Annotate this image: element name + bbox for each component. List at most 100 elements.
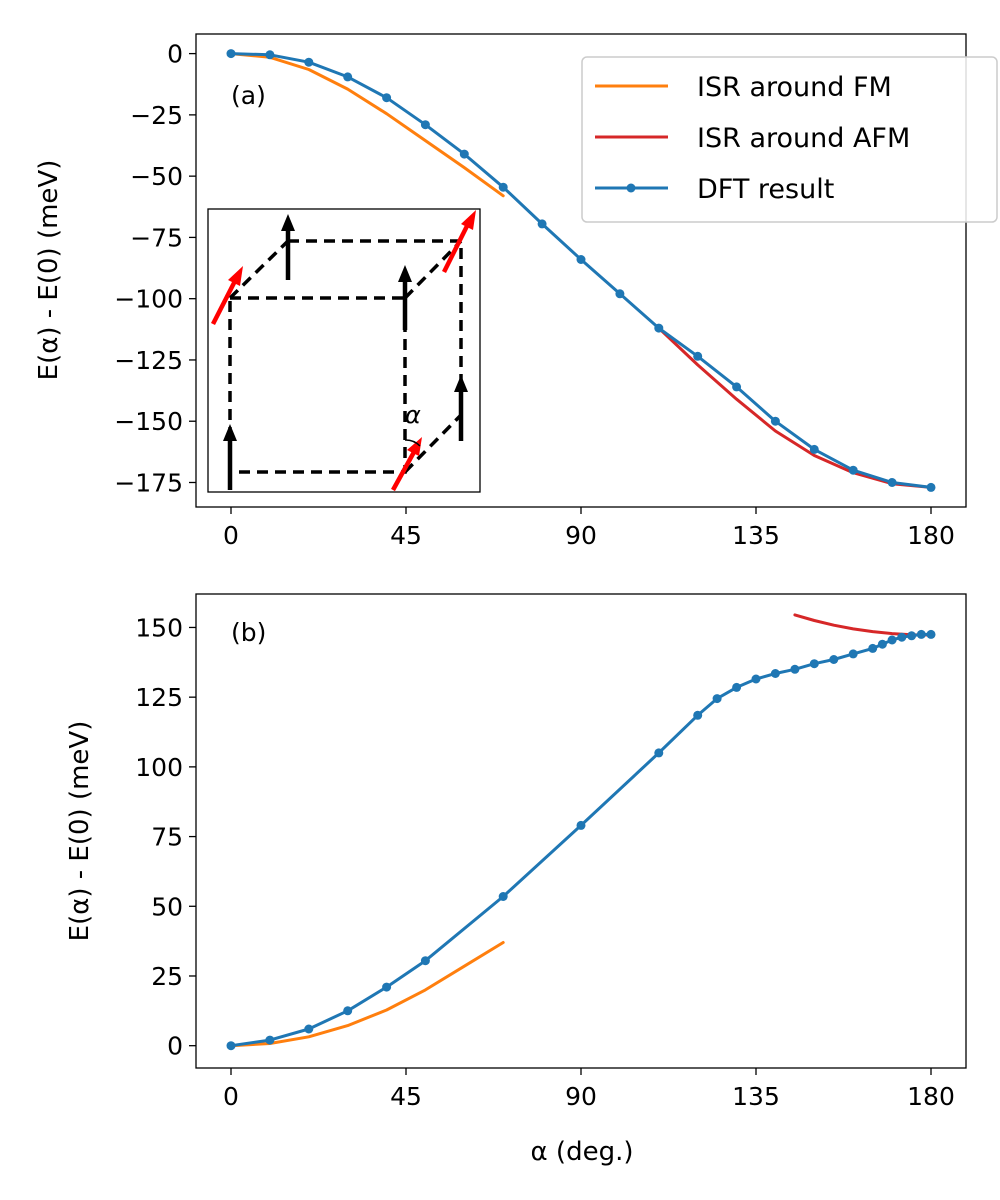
- data-point-dft-result: [537, 219, 547, 229]
- legend-label-isr-fm: ISR around FM: [697, 72, 892, 103]
- data-point-dft-result: [498, 892, 508, 901]
- tilted-spin-arrow: [210, 266, 243, 326]
- x-tick-label: 90: [565, 521, 597, 550]
- x-tick-label: 135: [732, 521, 780, 550]
- spin-up-arrow: [454, 375, 468, 441]
- x-tick-label: 0: [223, 1082, 239, 1111]
- y-tick-label: −125: [114, 346, 183, 375]
- legend-entry-isr-fm: ISR around FM: [595, 72, 892, 103]
- y-tick-label: 25: [151, 962, 183, 991]
- y-tick-label: −100: [114, 285, 183, 314]
- data-point-dft-result: [304, 1024, 314, 1034]
- data-point-dft-result: [732, 382, 742, 392]
- data-point-dft-result: [926, 482, 936, 492]
- x-tick-label: 180: [907, 521, 955, 550]
- y-tick-label: 0: [167, 1032, 183, 1061]
- panel-a-y-axis: 0 −25 −50 −75 −100 −125 −150 −175: [114, 40, 196, 497]
- data-point-dft-result: [770, 416, 780, 426]
- x-tick-label: 135: [732, 1082, 780, 1111]
- panel-a-tag: (a): [231, 81, 266, 110]
- data-point-dft-result: [498, 182, 508, 192]
- data-point-dft-result: [751, 674, 761, 684]
- data-point-dft-result: [343, 1006, 353, 1016]
- panel-b-frame: [195, 593, 967, 1069]
- data-point-dft-result: [226, 1041, 236, 1051]
- data-point-dft-result: [907, 631, 917, 641]
- legend-entry-isr-afm: ISR around AFM: [595, 123, 910, 154]
- data-point-dft-result: [693, 351, 703, 361]
- data-point-dft-result: [848, 465, 858, 475]
- data-point-dft-result: [265, 50, 275, 60]
- y-tick-label: 100: [135, 753, 183, 782]
- data-point-dft-result: [654, 748, 664, 758]
- data-point-dft-result: [459, 149, 469, 159]
- panel-b-x-axis-label: α (deg.): [531, 1137, 634, 1167]
- legend-label-isr-afm: ISR around AFM: [697, 123, 910, 154]
- y-tick-label: −175: [114, 468, 183, 497]
- data-point-dft-result: [576, 820, 586, 830]
- tilted-spin-arrow: [391, 437, 422, 492]
- panel-a-series: [226, 49, 936, 492]
- x-tick-label: 45: [390, 1082, 422, 1111]
- y-tick-label: 75: [151, 823, 183, 852]
- spin-up-arrow: [281, 214, 295, 280]
- data-point-dft-result: [916, 629, 926, 639]
- data-point-dft-result: [868, 643, 878, 653]
- y-tick-label: 50: [151, 892, 183, 921]
- x-tick-label: 0: [223, 521, 239, 550]
- data-point-dft-result: [304, 57, 314, 67]
- panel-b-y-axis-label: E(α) - E(0) (meV): [65, 721, 95, 942]
- panel-a-frame: [195, 33, 967, 508]
- data-point-dft-result: [848, 649, 858, 659]
- panel-b-x-axis: 0 45 90 135 180: [223, 1068, 955, 1111]
- panel-a: 0 −25 −50 −75 −100 −125 −150 −175 0 45 90 135 180 (…: [34, 33, 998, 550]
- data-point-dft-result: [420, 956, 430, 966]
- data-point-dft-result: [654, 323, 664, 333]
- panel-b-y-axis: 0 25 50 75 100 125 150: [135, 613, 196, 1061]
- data-point-dft-result: [887, 635, 897, 645]
- panel-a-y-axis-label: E(α) - E(0) (meV): [34, 160, 64, 381]
- spin-up-arrow: [398, 265, 412, 330]
- inset-edges: [228, 239, 463, 474]
- series-line-isr-around-fm: [229, 941, 505, 1048]
- inset-background: [207, 208, 481, 493]
- angle-arc: [404, 439, 421, 447]
- legend-entry-dft: DFT result: [595, 174, 834, 205]
- panel-a-x-axis: 0 45 90 135 180: [223, 507, 955, 550]
- x-tick-label: 90: [565, 1082, 597, 1111]
- spin-up-arrow: [223, 424, 237, 490]
- data-point-dft-result: [829, 655, 839, 664]
- y-tick-label: 0: [167, 40, 183, 69]
- data-point-dft-result: [770, 669, 780, 678]
- legend: ISR around FM ISR around AFM DFT result: [581, 56, 998, 223]
- y-tick-label: −25: [130, 101, 183, 130]
- y-tick-label: −75: [130, 223, 183, 252]
- tilted-spin-arrow: [441, 210, 476, 274]
- data-point-dft-result: [887, 478, 897, 487]
- x-tick-label: 45: [390, 521, 422, 550]
- data-point-dft-result: [877, 639, 887, 649]
- data-point-dft-result: [790, 664, 800, 674]
- legend-marker-dft: [626, 183, 636, 193]
- data-point-dft-result: [809, 444, 819, 454]
- data-point-dft-result: [732, 682, 742, 692]
- data-point-dft-result: [615, 289, 625, 299]
- panel-b: 0 25 50 75 100 125 150 0 45 90 135 180 (b) E(α) - …: [65, 593, 967, 1167]
- data-point-dft-result: [897, 632, 907, 642]
- series-line-isr-around-fm: [229, 52, 505, 198]
- y-tick-label: 150: [135, 613, 183, 642]
- legend-box: [581, 56, 998, 223]
- data-point-dft-result: [693, 710, 703, 720]
- x-tick-label: 180: [907, 1082, 955, 1111]
- panel-b-series: [226, 613, 936, 1051]
- y-tick-label: 125: [135, 683, 183, 712]
- data-point-dft-result: [382, 982, 392, 992]
- panel-b-tag: (b): [231, 618, 266, 647]
- spin-inset-diagram: α: [207, 208, 481, 493]
- y-tick-label: −150: [114, 407, 183, 436]
- data-point-dft-result: [809, 659, 819, 669]
- data-point-dft-result: [420, 120, 430, 130]
- data-point-dft-result: [576, 255, 586, 264]
- data-point-dft-result: [226, 49, 236, 59]
